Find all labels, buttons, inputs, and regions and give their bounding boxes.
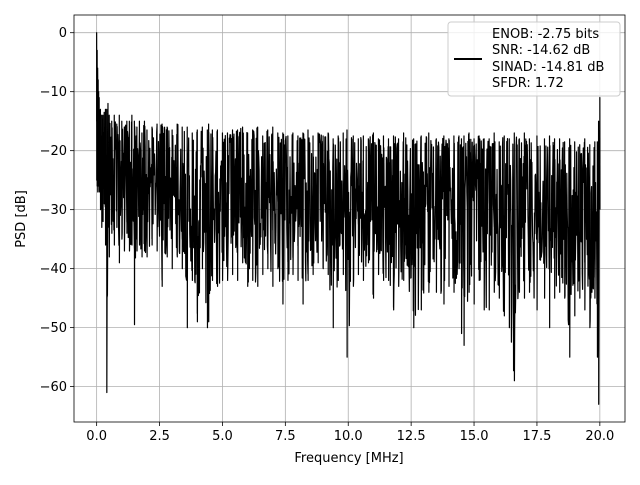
x-tick-label: 10.0 [334, 429, 363, 444]
legend-sfdr: SFDR: 1.72 [492, 76, 564, 91]
y-tick-label: −20 [40, 144, 67, 159]
x-tick-label: 5.0 [212, 429, 233, 444]
psd-series-line [96, 32, 601, 405]
plot-area [96, 32, 601, 405]
y-tick-label: −40 [40, 262, 67, 277]
x-tick-label: 2.5 [149, 429, 170, 444]
legend: ENOB: -2.75 bits SNR: -14.62 dB SINAD: -… [447, 21, 621, 97]
x-tick-label: 12.5 [397, 429, 426, 444]
x-tick-label: 20.0 [585, 429, 614, 444]
y-axis-label: PSD [dB] [14, 190, 29, 248]
y-tick-label: −50 [40, 321, 67, 336]
ticks: 0.0 2.5 5.0 7.5 10.0 12.5 15.0 17.5 20.0 0 −10 −20 −… [40, 26, 615, 444]
legend-snr: SNR: -14.62 dB [492, 43, 590, 58]
y-tick-label: 0 [59, 26, 67, 41]
x-tick-label: 7.5 [275, 429, 296, 444]
y-tick-label: −10 [40, 85, 67, 100]
x-tick-label: 17.5 [522, 429, 551, 444]
legend-box [447, 21, 621, 97]
y-tick-label: −60 [40, 380, 67, 395]
x-axis-label: Frequency [MHz] [294, 451, 403, 466]
legend-enob: ENOB: -2.75 bits [492, 27, 599, 42]
legend-sinad: SINAD: -14.81 dB [492, 60, 604, 75]
x-tick-label: 15.0 [460, 429, 489, 444]
axes-frame [73, 14, 626, 423]
x-tick-label: 0.0 [86, 429, 107, 444]
axes [73, 14, 626, 423]
y-tick-label: −30 [40, 203, 67, 218]
